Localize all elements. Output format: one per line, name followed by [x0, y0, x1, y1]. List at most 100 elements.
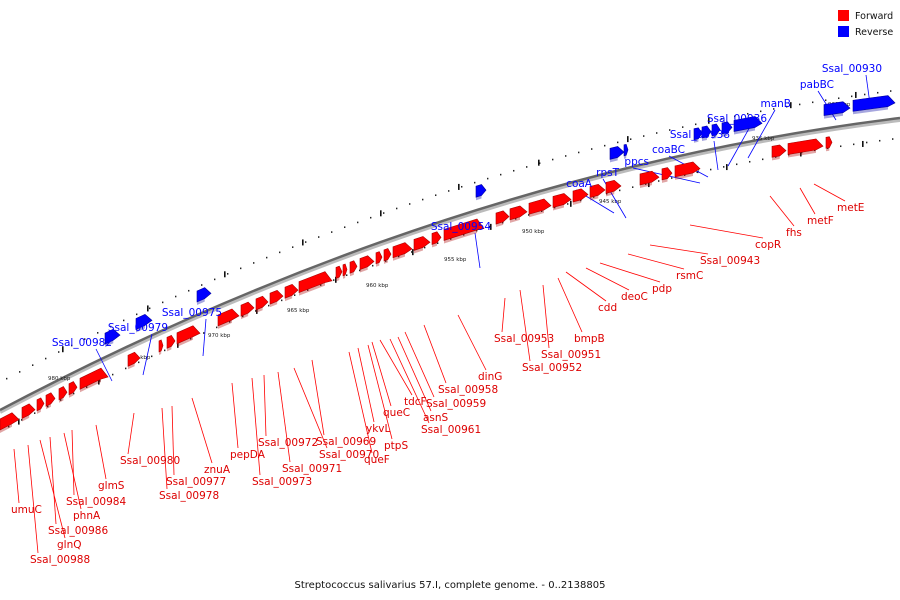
forward-gene-arrow[interactable]: [284, 283, 299, 302]
gene-label-forward[interactable]: metE: [837, 202, 864, 214]
gene-label-reverse[interactable]: pabBC: [800, 79, 834, 91]
gene-label-forward[interactable]: Ssal_00953: [494, 333, 554, 345]
reverse-gene-arrow[interactable]: [701, 125, 712, 142]
forward-gene-arrow[interactable]: [58, 386, 68, 403]
gene-label-forward[interactable]: Ssal_00980: [120, 455, 180, 467]
gene-label-reverse[interactable]: Ssal_00982: [52, 337, 112, 349]
gene-label-forward[interactable]: ykvL: [366, 423, 391, 435]
gene-label-forward[interactable]: Ssal_00958: [438, 384, 498, 396]
forward-gene-arrow[interactable]: [572, 188, 589, 205]
gene-label-reverse[interactable]: coaBC: [652, 144, 685, 156]
gene-label-forward[interactable]: pdp: [652, 283, 672, 295]
reverse-gene-arrow[interactable]: [135, 314, 153, 333]
gene-label-reverse[interactable]: ppcs: [624, 156, 649, 168]
forward-gene-arrow[interactable]: [79, 367, 109, 393]
forward-gene-arrow[interactable]: [335, 265, 343, 282]
gene-label-forward[interactable]: Ssal_00988: [30, 554, 90, 566]
forward-gene-arrow[interactable]: [342, 263, 348, 279]
reverse-gene-arrow[interactable]: [721, 121, 733, 137]
gene-label-forward[interactable]: Ssal_00978: [159, 490, 219, 502]
gene-label-reverse[interactable]: Ssal_00979: [108, 322, 168, 334]
gene-label-forward[interactable]: pepDA: [230, 449, 266, 461]
reverse-gene-arrow[interactable]: [711, 123, 721, 139]
forward-gene-arrow[interactable]: [255, 295, 269, 313]
gene-label-reverse[interactable]: Ssal_00930: [822, 63, 882, 75]
forward-gene-arrow[interactable]: [45, 392, 56, 410]
forward-gene-arrow[interactable]: [0, 412, 20, 433]
forward-gene-arrow[interactable]: [787, 138, 824, 158]
forward-gene-arrow[interactable]: [552, 193, 572, 211]
gene-label-reverse[interactable]: Ssal_00936: [707, 113, 767, 125]
forward-gene-arrow[interactable]: [383, 248, 392, 264]
gene-label-forward[interactable]: tdcF: [404, 396, 427, 408]
reverse-gene-arrow[interactable]: [623, 143, 629, 159]
forward-gene-arrow[interactable]: [68, 381, 78, 398]
forward-gene-arrow[interactable]: [509, 205, 528, 223]
gene-label-forward[interactable]: Ssal_00969: [316, 436, 376, 448]
reverse-gene-arrow[interactable]: [733, 116, 763, 135]
gene-label-reverse[interactable]: Ssal_00938: [670, 129, 730, 141]
reverse-gene-arrow[interactable]: [196, 287, 212, 305]
gene-label-forward[interactable]: phnA: [73, 510, 101, 522]
gene-label-reverse[interactable]: coaA: [566, 178, 593, 190]
gene-label-forward[interactable]: copR: [755, 239, 781, 251]
forward-gene-arrow[interactable]: [589, 184, 606, 201]
gene-label-forward[interactable]: bmpB: [574, 333, 605, 345]
forward-gene-arrow[interactable]: [392, 242, 413, 261]
forward-gene-arrow[interactable]: [36, 397, 45, 414]
forward-gene-arrow[interactable]: [176, 325, 201, 347]
gene-label-forward[interactable]: Ssal_00972: [258, 437, 318, 449]
reverse-gene-arrow[interactable]: [104, 328, 121, 348]
forward-gene-arrow[interactable]: [443, 218, 485, 244]
gene-label-forward[interactable]: cdd: [598, 302, 617, 314]
gene-label-forward[interactable]: Ssal_00951: [541, 349, 601, 361]
gene-label-forward[interactable]: asnS: [423, 412, 449, 424]
forward-gene-arrow[interactable]: [269, 289, 284, 308]
reverse-gene-arrow[interactable]: [475, 184, 487, 201]
gene-label-forward[interactable]: umuC: [11, 504, 42, 516]
forward-gene-arrow[interactable]: [639, 170, 660, 188]
forward-gene-arrow[interactable]: [528, 198, 552, 218]
gene-label-forward[interactable]: Ssal_00961: [421, 424, 481, 436]
gene-label-reverse[interactable]: Ssal_00975: [162, 307, 222, 319]
gene-label-forward[interactable]: Ssal_00986: [48, 525, 108, 537]
gene-label-forward[interactable]: ptpS: [384, 440, 408, 452]
gene-label-reverse[interactable]: Ssal_00954: [431, 221, 491, 233]
reverse-gene-arrow[interactable]: [852, 95, 896, 115]
forward-gene-arrow[interactable]: [495, 210, 510, 228]
gene-label-forward[interactable]: fhs: [786, 227, 802, 239]
gene-label-forward[interactable]: Ssal_00973: [252, 476, 312, 488]
forward-gene-arrow[interactable]: [217, 308, 240, 329]
forward-gene-arrow[interactable]: [825, 136, 833, 152]
gene-label-forward[interactable]: queC: [383, 407, 410, 419]
gene-label-forward[interactable]: glnQ: [57, 539, 82, 551]
gene-label-forward[interactable]: metF: [807, 215, 834, 227]
forward-gene-arrow[interactable]: [661, 167, 673, 183]
gene-label-forward[interactable]: Ssal_00943: [700, 255, 760, 267]
gene-label-forward[interactable]: queF: [364, 454, 390, 466]
gene-label-forward[interactable]: dinG: [478, 371, 502, 383]
gene-label-forward[interactable]: znuA: [204, 464, 231, 476]
forward-gene-arrow[interactable]: [674, 161, 701, 180]
reverse-gene-arrow[interactable]: [693, 127, 703, 143]
forward-gene-arrow[interactable]: [605, 179, 622, 197]
forward-gene-arrow[interactable]: [240, 301, 255, 320]
gene-label-forward[interactable]: rsmC: [676, 270, 703, 282]
forward-gene-arrow[interactable]: [127, 351, 141, 370]
forward-gene-arrow[interactable]: [166, 334, 176, 352]
forward-gene-arrow[interactable]: [349, 260, 358, 277]
forward-gene-arrow[interactable]: [413, 236, 431, 254]
forward-gene-arrow[interactable]: [771, 144, 787, 161]
forward-gene-arrow[interactable]: [298, 271, 333, 296]
gene-label-reverse[interactable]: manB: [760, 98, 791, 110]
gene-label-forward[interactable]: Ssal_00959: [426, 398, 486, 410]
gene-label-forward[interactable]: Ssal_00971: [282, 463, 342, 475]
forward-gene-arrow[interactable]: [375, 251, 383, 267]
gene-label-forward[interactable]: Ssal_00970: [319, 449, 379, 461]
reverse-gene-arrow[interactable]: [609, 146, 625, 163]
gene-label-forward[interactable]: deoC: [621, 291, 648, 303]
reverse-gene-arrow[interactable]: [823, 101, 851, 119]
gene-label-forward[interactable]: glmS: [98, 480, 125, 492]
forward-gene-arrow[interactable]: [359, 255, 375, 273]
forward-gene-arrow[interactable]: [21, 403, 36, 422]
